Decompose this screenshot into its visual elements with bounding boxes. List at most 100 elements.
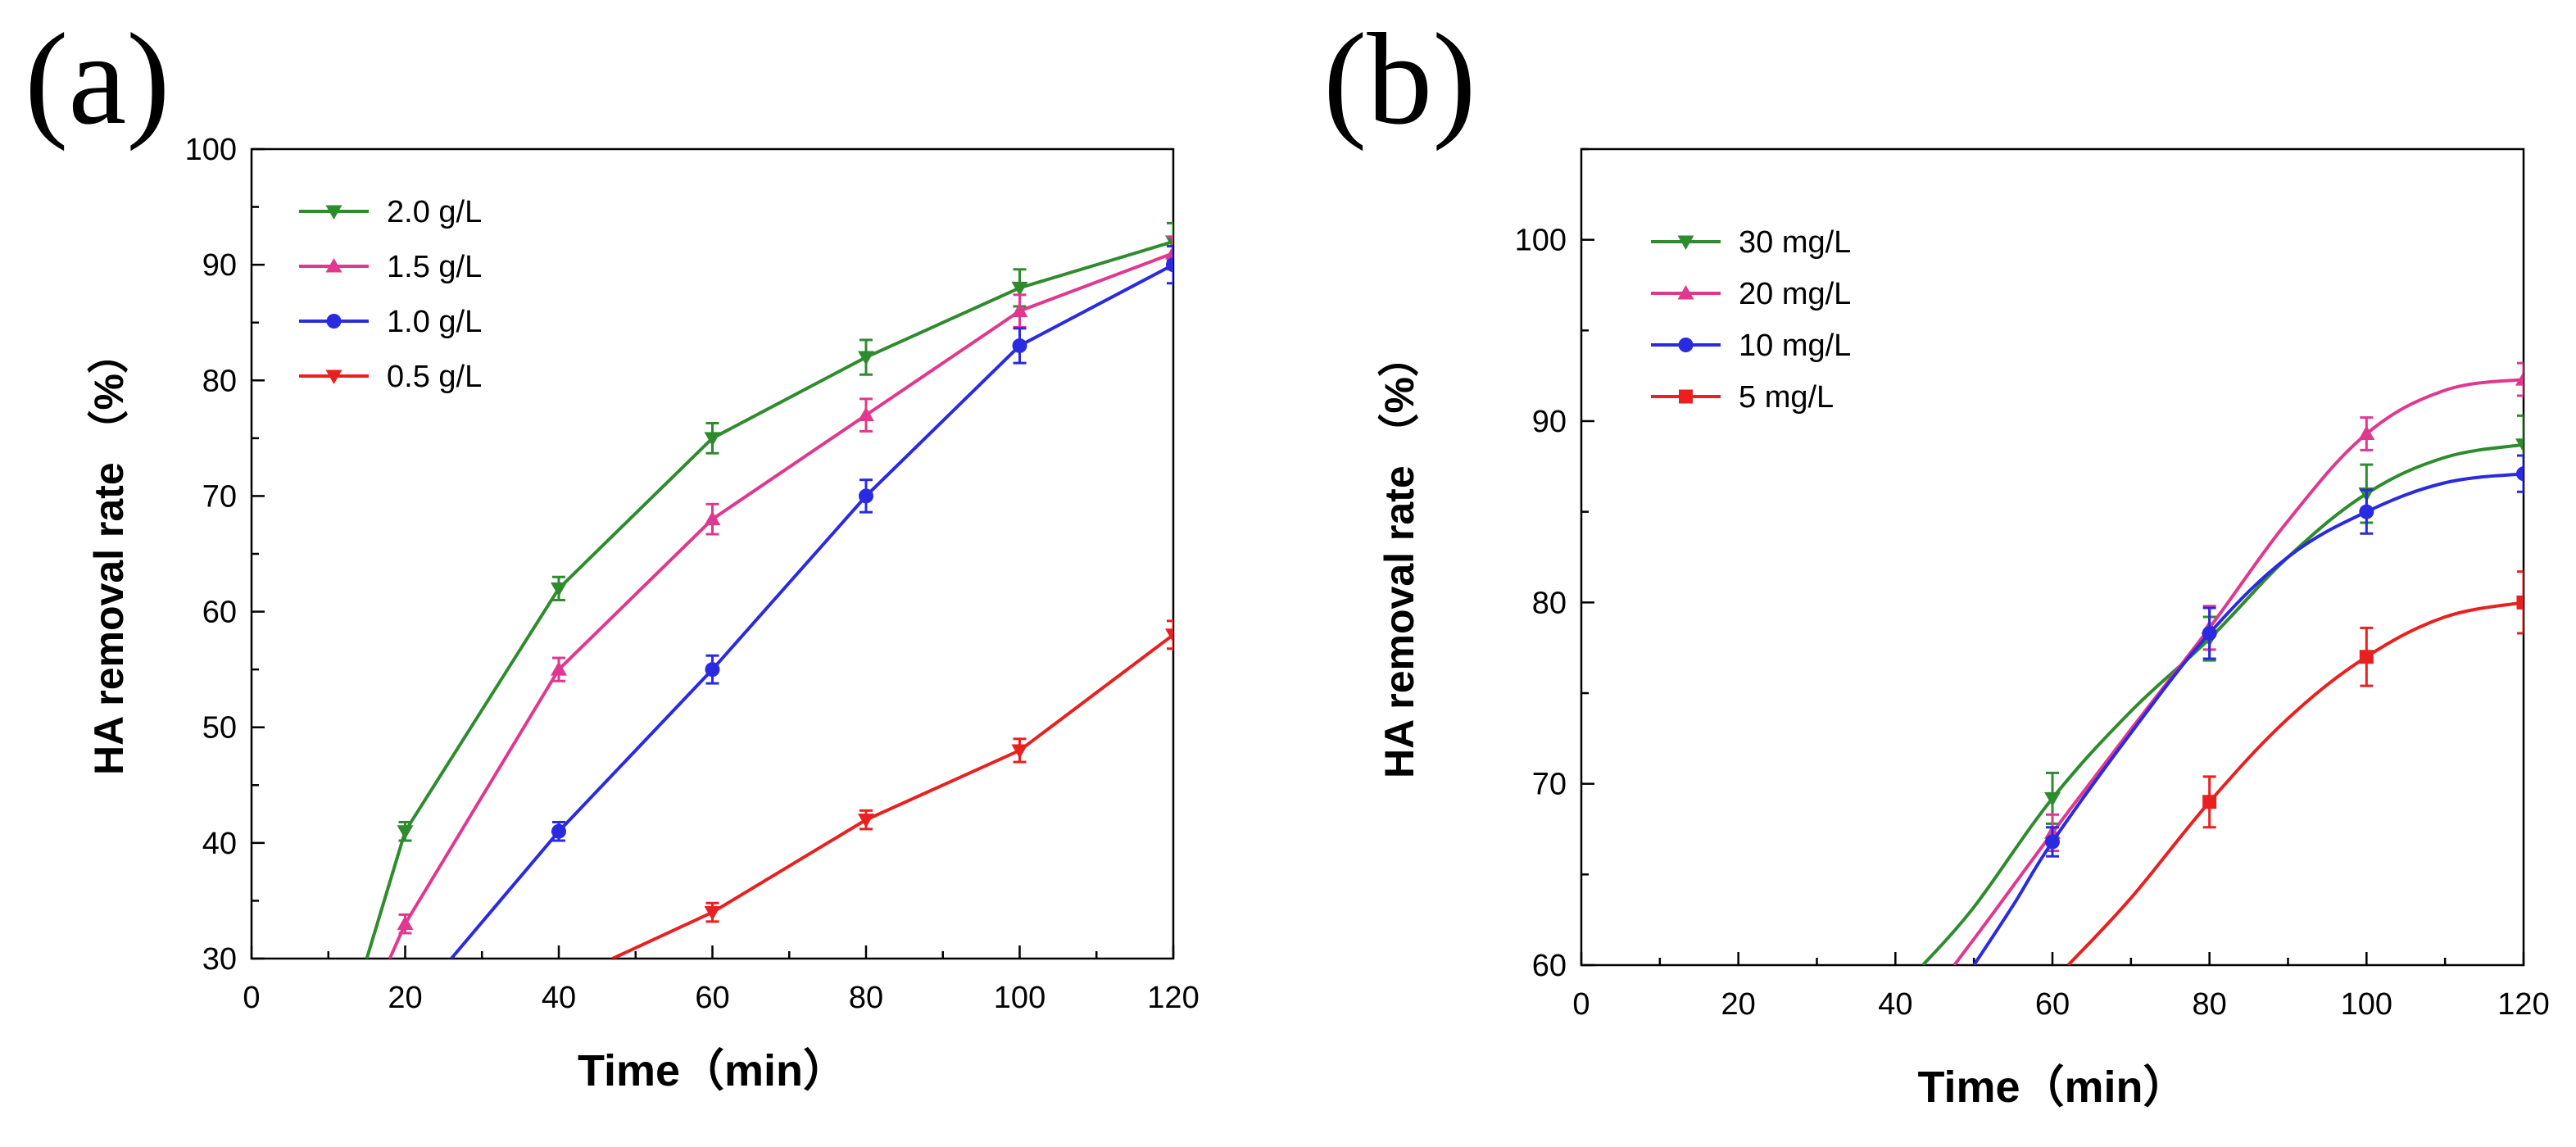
series-20-mg-l	[1952, 361, 2524, 965]
data-point	[2202, 625, 2217, 641]
data-point	[2516, 595, 2524, 610]
x-tick-label: 20	[388, 981, 422, 1015]
x-tick-label: 120	[1147, 981, 1199, 1015]
y-tick-label: 60	[1532, 949, 1567, 983]
data-point	[858, 351, 874, 366]
x-tick-label: 20	[1721, 987, 1756, 1022]
x-tick-label: 60	[2035, 987, 2070, 1022]
data-point	[2202, 795, 2217, 809]
data-point	[859, 488, 873, 504]
plot-area	[1921, 361, 2524, 965]
data-point	[1012, 338, 1027, 353]
data-point	[704, 510, 721, 526]
data-point	[704, 906, 721, 921]
data-point	[1166, 257, 1173, 273]
y-tick-label: 50	[202, 711, 237, 746]
x-tick-label: 40	[542, 981, 576, 1015]
data-point	[551, 582, 567, 597]
x-tick-label: 100	[994, 981, 1045, 1015]
y-tick-label: 90	[202, 248, 237, 283]
series-1-5-g-l	[388, 235, 1173, 959]
data-point	[2359, 650, 2374, 664]
legend-marker	[1677, 285, 1694, 300]
series-line	[611, 633, 1173, 959]
panel-label: (a)	[25, 6, 170, 152]
y-tick-label: 70	[202, 479, 237, 514]
y-tick-label: 80	[1532, 586, 1567, 620]
legend-marker	[326, 314, 342, 329]
data-point	[2516, 466, 2524, 482]
data-point	[2358, 425, 2375, 440]
data-point	[858, 406, 874, 422]
data-point	[2045, 834, 2060, 850]
series-line	[365, 239, 1173, 959]
x-axis-title: Time（min）	[1917, 1063, 2187, 1112]
chart-panel-a: (a) 0 20 40 60 80 100 120 30 40 50 60 70 80 90 100 Time（…	[25, 6, 1200, 1095]
x-axis-title: Time（min）	[578, 1046, 847, 1095]
y-tick-label: 30	[202, 942, 237, 977]
series-0-5-g-l	[611, 619, 1173, 959]
data-point	[2515, 438, 2524, 453]
series-1-0-g-l	[450, 245, 1173, 959]
legend-label: 20 mg/L	[1739, 277, 1851, 311]
series-line	[1972, 472, 2524, 965]
x-tick-label: 120	[2497, 987, 2549, 1022]
data-point	[1011, 744, 1028, 759]
legend-label: 5 mg/L	[1739, 380, 1834, 415]
data-point	[1165, 245, 1173, 260]
data-point	[1011, 302, 1028, 318]
legend-marker	[1678, 338, 1694, 352]
legend-label: 10 mg/L	[1739, 329, 1851, 363]
data-point	[397, 915, 414, 931]
legend: 30 mg/L 20 mg/L 10 mg/L 5 mg/L	[1651, 225, 1851, 415]
legend-marker	[325, 258, 342, 273]
data-point	[704, 432, 721, 447]
chart-panel-b: (b) 0 20 40 60 80 100 120 60 70 80 90 100 Time（min） HA…	[1323, 6, 2550, 1112]
legend-marker	[1679, 389, 1693, 404]
y-axis-title: HA removal rate （%）	[1376, 336, 1422, 778]
legend-marker	[325, 205, 342, 220]
y-tick-label: 80	[202, 364, 237, 398]
series-line	[2066, 601, 2524, 965]
data-point	[1165, 628, 1173, 643]
data-point	[551, 823, 566, 839]
data-point	[2044, 791, 2061, 807]
y-tick-label: 70	[1532, 768, 1567, 802]
legend-label: 1.5 g/L	[387, 250, 482, 284]
series-5-mg-l	[2066, 570, 2524, 965]
data-point	[551, 661, 567, 676]
x-tick-label: 0	[243, 981, 260, 1015]
data-point	[2515, 371, 2524, 386]
x-tick-label: 80	[2193, 987, 2227, 1022]
x-tick-label: 60	[695, 981, 729, 1015]
y-tick-label: 90	[1532, 405, 1567, 439]
data-point	[397, 825, 414, 840]
y-tick-label: 40	[202, 827, 237, 861]
series-2-0-g-l	[365, 221, 1173, 959]
data-point	[705, 662, 720, 678]
legend-label: 30 mg/L	[1739, 225, 1851, 260]
x-tick-label: 0	[1572, 987, 1590, 1022]
data-point	[858, 814, 874, 828]
legend-label: 2.0 g/L	[387, 195, 482, 229]
y-tick-label: 100	[185, 133, 237, 167]
y-tick-label: 100	[1515, 224, 1567, 258]
series-line	[388, 252, 1173, 959]
legend-label: 1.0 g/L	[387, 305, 482, 339]
panel-label: (b)	[1323, 6, 1476, 152]
series-line	[1952, 378, 2524, 965]
y-tick-label: 60	[202, 596, 237, 630]
x-tick-label: 40	[1878, 987, 1912, 1022]
y-axis-title: HA removal rate （%）	[86, 333, 132, 775]
legend-label: 0.5 g/L	[387, 360, 482, 394]
legend-marker	[1677, 235, 1694, 250]
data-point	[2359, 504, 2374, 519]
data-point	[1011, 281, 1028, 297]
series-line	[450, 263, 1173, 959]
plot-area	[365, 221, 1173, 959]
legend: 2.0 g/L 1.5 g/L 1.0 g/L 0.5 g/L	[299, 195, 482, 394]
x-tick-label: 80	[849, 981, 883, 1015]
legend-marker	[325, 369, 342, 384]
x-tick-label: 100	[2341, 987, 2392, 1022]
